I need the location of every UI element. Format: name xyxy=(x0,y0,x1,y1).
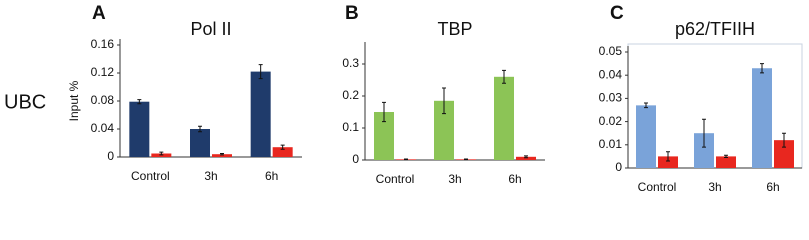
y-tick-label: 0.3 xyxy=(342,56,359,70)
x-tick-label: Control xyxy=(376,172,415,186)
error-bar xyxy=(198,125,202,133)
error-bar xyxy=(702,118,706,148)
bar xyxy=(272,147,293,157)
error-bar xyxy=(258,64,263,80)
x-tick-label: 6h xyxy=(766,180,779,192)
error-bar xyxy=(442,87,446,115)
y-tick-label: 0.05 xyxy=(599,44,623,58)
panel-letter: A xyxy=(92,3,106,24)
y-tick-label: 0.12 xyxy=(91,65,115,79)
figure: UBC A Pol II Input % 0 0.04 0.08 0.12 0.16 Contr… xyxy=(4,3,803,192)
chart-title: p62/TFIIH xyxy=(675,19,755,39)
bar xyxy=(494,76,514,160)
y-tick-label: 0.01 xyxy=(599,137,623,151)
x-tick-label: 3h xyxy=(448,172,461,186)
bar xyxy=(212,154,232,157)
bar xyxy=(374,112,394,160)
y-tick-label: 0.02 xyxy=(599,114,623,128)
y-axis-label: Input % xyxy=(67,80,81,121)
error-bar xyxy=(724,154,728,159)
y-tick-label: 0.08 xyxy=(91,93,115,107)
panel-letter: B xyxy=(345,3,359,24)
x-tick-label: Control xyxy=(131,169,170,183)
error-bar xyxy=(159,151,164,156)
error-bar xyxy=(464,158,468,161)
y-tick-label: 0 xyxy=(107,149,114,163)
bar xyxy=(774,140,794,168)
y-tick-label: 0.16 xyxy=(91,37,115,51)
error-bar xyxy=(137,99,142,105)
error-bar xyxy=(404,158,408,161)
y-tick-label: 0.2 xyxy=(342,88,359,102)
bar xyxy=(129,101,150,157)
error-bar xyxy=(644,102,648,109)
x-tick-label: Control xyxy=(638,180,677,192)
y-tick-label: 0 xyxy=(615,160,622,174)
error-bar xyxy=(760,63,764,74)
y-tick-label: 0.04 xyxy=(599,67,623,81)
y-tick-label: 0.1 xyxy=(342,120,359,134)
error-bar xyxy=(502,69,506,84)
bar xyxy=(516,156,536,160)
panel-letter: C xyxy=(610,3,624,24)
bar xyxy=(658,156,678,168)
bar xyxy=(694,133,714,168)
error-bar xyxy=(220,153,224,156)
chart-title: Pol II xyxy=(190,19,231,39)
x-tick-label: 6h xyxy=(265,169,278,183)
error-bar xyxy=(782,132,786,148)
y-tick-label: 0.04 xyxy=(91,121,115,135)
bar xyxy=(434,100,454,160)
bar xyxy=(716,156,736,168)
bar xyxy=(752,68,772,168)
error-bar xyxy=(524,155,528,159)
row-label: UBC xyxy=(4,91,46,113)
error-bar xyxy=(666,151,670,162)
x-tick-label: 3h xyxy=(204,169,217,183)
chart-title: TBP xyxy=(437,19,472,39)
y-tick-label: 0.03 xyxy=(599,91,623,105)
y-tick-label: 0 xyxy=(352,152,359,166)
bar xyxy=(190,129,210,157)
error-bar xyxy=(382,101,386,123)
error-bar xyxy=(280,144,285,150)
x-tick-label: 3h xyxy=(708,180,721,192)
x-tick-label: 6h xyxy=(508,172,521,186)
bar xyxy=(636,105,656,168)
bar xyxy=(250,71,271,157)
